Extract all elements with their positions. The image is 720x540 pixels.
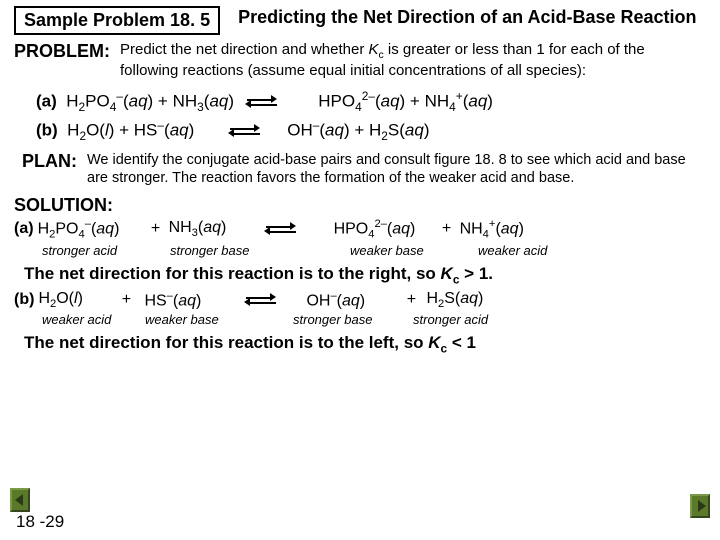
roles-b: weaker acid weaker base stronger base st… [14,312,706,327]
plan-label: PLAN: [22,151,77,172]
equation-b: (b) H2O(l) + HS–(aq) OH–(aq) + H2S(aq) [36,118,706,143]
prev-slide-button[interactable] [10,488,30,512]
equation-a: (a) H2PO4–(aq) + NH3(aq) HPO42–(aq) + NH… [36,89,706,114]
net-direction-b: The net direction for this reaction is t… [24,333,706,355]
solution-eq-b: (b) H2O(l) + HS–(aq) OH–(aq) + H2S(aq) [14,290,706,310]
plan-text: We identify the conjugate acid-base pair… [87,151,706,187]
page-title: Predicting the Net Direction of an Acid-… [238,6,696,29]
sample-problem-box: Sample Problem 18. 5 [14,6,220,35]
equilibrium-arrow-icon [245,95,279,109]
next-slide-button[interactable] [690,494,710,518]
net-direction-a: The net direction for this reaction is t… [24,264,706,286]
problem-statement: Predict the net direction and whether Kc… [120,41,706,81]
solution-label: SOLUTION: [14,195,706,216]
roles-a: stronger acid stronger base weaker base … [14,243,706,258]
solution-eq-a: (a) H2PO4–(aq) + NH3(aq) HPO42–(aq) + NH… [14,218,706,241]
equilibrium-arrow-icon [244,293,278,307]
equilibrium-arrow-icon [228,124,262,138]
page-number: 18 -29 [16,512,64,532]
equilibrium-arrow-icon [264,222,298,236]
problem-label: PROBLEM: [14,41,110,62]
